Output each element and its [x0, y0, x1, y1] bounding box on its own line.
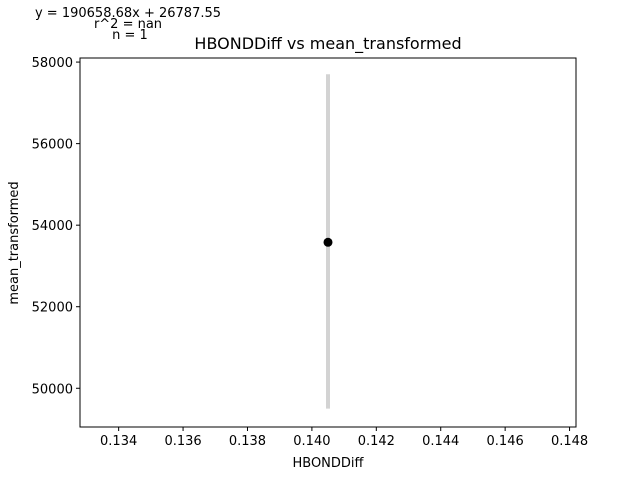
- x-tick-label: 0.136: [164, 434, 201, 449]
- data-point: [323, 237, 333, 247]
- y-axis: 50000 52000 54000 56000 58000: [32, 56, 80, 397]
- y-tick-label: 50000: [32, 382, 73, 397]
- x-axis-label: HBONDDiff: [292, 456, 364, 471]
- x-tick-label: 0.138: [229, 434, 266, 449]
- x-tick-label: 0.140: [293, 434, 330, 449]
- x-tick-label: 0.134: [100, 434, 137, 449]
- chart-title: HBONDDiff vs mean_transformed: [194, 34, 461, 54]
- axes-frame: [79, 57, 577, 428]
- x-tick-label: 0.148: [551, 434, 588, 449]
- y-tick-label: 52000: [32, 301, 73, 316]
- y-tick-label: 56000: [32, 138, 73, 153]
- x-tick-label: 0.144: [422, 434, 459, 449]
- y-tick-label: 54000: [32, 219, 73, 234]
- y-axis-label: mean_transformed: [7, 181, 22, 304]
- sample-size-label: n = 1: [112, 28, 148, 43]
- x-tick-label: 0.142: [358, 434, 395, 449]
- r-squared-label: r^2 = nan: [94, 17, 162, 32]
- regression-equation: y = 190658.68x + 26787.55: [35, 6, 221, 21]
- y-tick-label: 58000: [32, 56, 73, 71]
- x-axis: 0.134 0.136 0.138 0.140 0.142 0.144 0.146 0.148: [100, 427, 588, 449]
- x-tick-label: 0.146: [487, 434, 524, 449]
- plot-area: [323, 74, 333, 409]
